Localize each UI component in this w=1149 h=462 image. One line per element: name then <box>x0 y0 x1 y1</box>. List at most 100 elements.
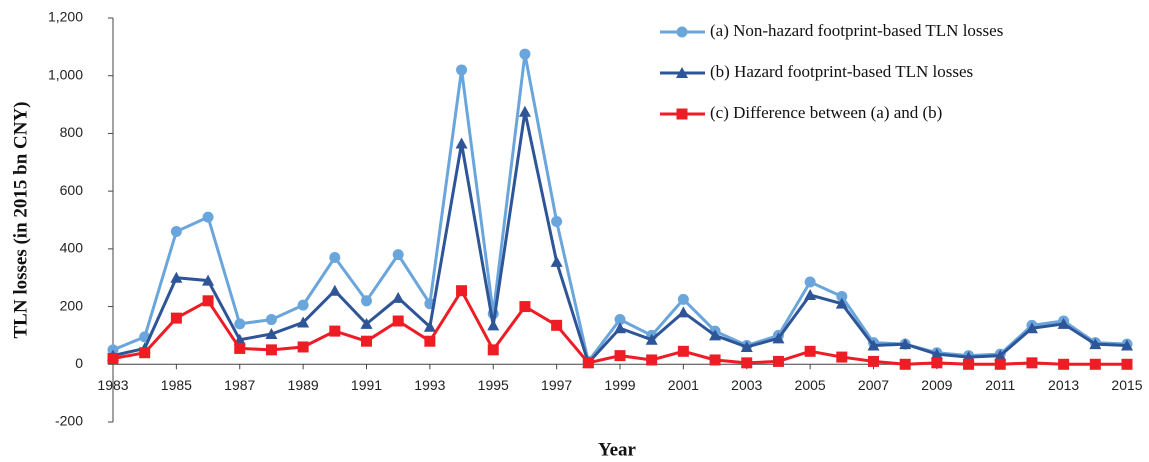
point <box>994 349 1007 361</box>
point <box>329 252 341 264</box>
point <box>202 211 214 223</box>
point <box>899 358 911 370</box>
point <box>392 249 404 261</box>
point <box>1121 339 1133 351</box>
point <box>392 315 404 327</box>
point <box>836 351 848 363</box>
x-tick-label: 1983 <box>97 377 128 393</box>
point <box>519 301 531 313</box>
point <box>1026 357 1038 369</box>
y-tick-label: 800 <box>60 124 84 140</box>
legend-label: (a) Non-hazard footprint-based TLN losse… <box>710 21 1003 40</box>
point <box>868 355 879 367</box>
point <box>804 289 817 301</box>
point <box>677 306 690 318</box>
y-tick-label: 1,000 <box>48 66 83 82</box>
x-tick-label: 2001 <box>668 377 699 393</box>
x-tick-label: 2007 <box>858 377 889 393</box>
x-tick-label: 1999 <box>604 377 635 393</box>
point <box>170 226 182 238</box>
y-tick-label: 400 <box>60 240 84 256</box>
point <box>234 342 246 354</box>
point <box>741 357 753 369</box>
point <box>772 355 784 367</box>
point <box>170 271 183 283</box>
point <box>455 137 468 149</box>
x-tick-label: 2015 <box>1111 377 1142 393</box>
point <box>423 320 436 332</box>
point <box>107 353 119 365</box>
point <box>487 344 499 356</box>
y-tick-label: 1,200 <box>48 9 83 25</box>
point <box>614 314 626 326</box>
x-tick-label: 1985 <box>161 377 192 393</box>
point <box>709 329 722 341</box>
x-tick-label: 2003 <box>731 377 762 393</box>
point <box>265 344 277 356</box>
point <box>836 290 848 302</box>
point <box>582 357 594 369</box>
point <box>456 64 468 76</box>
x-axis-label: Year <box>598 439 637 460</box>
point <box>392 291 405 303</box>
point <box>265 314 277 326</box>
point <box>963 358 975 370</box>
point <box>202 274 215 286</box>
legend-marker <box>676 108 688 120</box>
point <box>519 48 531 60</box>
point <box>170 312 182 324</box>
point <box>234 318 246 330</box>
point <box>804 345 816 357</box>
point <box>645 333 658 345</box>
x-tick-label: 1997 <box>541 377 572 393</box>
point <box>1121 358 1133 370</box>
point <box>1057 317 1070 329</box>
legend-marker <box>676 26 688 38</box>
point <box>867 339 880 351</box>
point <box>646 354 658 366</box>
legend-marker <box>676 67 688 78</box>
point <box>551 215 563 227</box>
y-tick-label: 600 <box>60 182 84 198</box>
x-tick-label: 1991 <box>351 377 382 393</box>
point <box>931 357 943 369</box>
point <box>487 319 500 331</box>
point <box>297 316 310 328</box>
legend-label: (c) Difference between (a) and (b) <box>710 103 942 122</box>
y-axis-label: TLN losses (in 2015 bn CNY) <box>10 101 31 338</box>
x-tick-label: 2013 <box>1048 377 1079 393</box>
x-tick-label: 2005 <box>795 377 826 393</box>
point <box>329 325 341 337</box>
point <box>1089 338 1102 350</box>
point <box>550 255 563 267</box>
point <box>328 284 341 296</box>
point <box>1058 358 1070 370</box>
point <box>360 317 373 329</box>
x-tick-label: 1989 <box>288 377 319 393</box>
point <box>139 347 151 359</box>
point <box>456 285 468 297</box>
point <box>518 105 531 117</box>
x-tick-label: 2009 <box>921 377 952 393</box>
x-tick-label: 1987 <box>224 377 255 393</box>
point <box>297 299 309 311</box>
y-tick-label: 0 <box>75 355 83 371</box>
point <box>677 345 689 357</box>
point <box>740 340 753 352</box>
point <box>772 332 785 344</box>
legend-label: (b) Hazard footprint-based TLN losses <box>710 62 973 81</box>
point <box>361 335 372 347</box>
point <box>297 341 309 353</box>
point <box>614 350 626 362</box>
point <box>424 335 436 347</box>
point <box>899 338 912 350</box>
point <box>709 354 721 366</box>
point <box>994 358 1006 370</box>
point <box>804 276 816 288</box>
point <box>930 348 943 360</box>
x-tick-label: 2011 <box>985 377 1015 393</box>
y-tick-label: 200 <box>60 297 84 313</box>
x-tick-label: 1993 <box>414 377 445 393</box>
point <box>202 295 214 307</box>
